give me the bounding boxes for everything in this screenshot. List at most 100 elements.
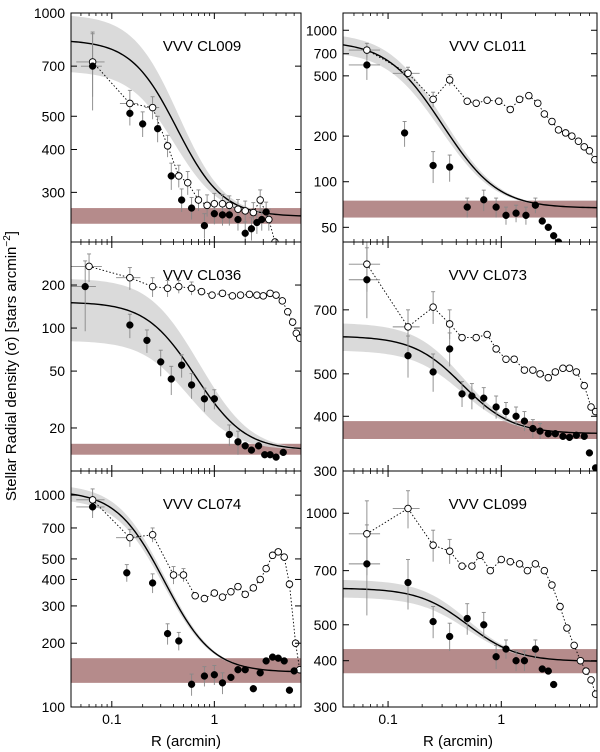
open-point xyxy=(126,533,134,542)
open-point xyxy=(472,333,480,342)
open-point xyxy=(561,129,570,137)
open-point xyxy=(265,215,273,224)
filled-point xyxy=(492,403,500,411)
open-point xyxy=(534,99,542,107)
open-point xyxy=(234,205,242,213)
open-point xyxy=(163,142,172,150)
open-point xyxy=(227,587,235,596)
open-point xyxy=(495,97,503,105)
open-point xyxy=(486,566,495,575)
open-point xyxy=(565,364,574,372)
open-point xyxy=(525,91,533,100)
y-tick-label: 500 xyxy=(42,108,66,124)
filled-point xyxy=(234,215,242,224)
panel-title: VVV CL011 xyxy=(449,38,526,55)
open-point xyxy=(175,282,183,291)
open-point xyxy=(295,334,301,342)
filled-point xyxy=(404,352,412,360)
filled-point xyxy=(446,632,454,641)
filled-point xyxy=(167,172,175,180)
open-point xyxy=(476,551,484,560)
open-point xyxy=(570,641,578,650)
open-point xyxy=(429,303,437,311)
fit-uncertainty-band xyxy=(343,579,597,662)
open-point xyxy=(253,291,261,299)
open-point xyxy=(587,403,595,411)
y-tick-label: 300 xyxy=(42,184,66,200)
y-tick-label: 50 xyxy=(49,363,65,379)
open-point xyxy=(520,366,529,374)
open-point xyxy=(259,292,268,300)
y-tick-label: 400 xyxy=(42,142,66,158)
filled-point xyxy=(550,232,558,240)
open-point xyxy=(288,318,297,326)
filled-point xyxy=(187,204,196,212)
filled-point xyxy=(544,223,552,231)
open-point xyxy=(591,690,597,698)
filled-point xyxy=(572,431,581,439)
y-tick-label: 500 xyxy=(314,68,338,84)
filled-point xyxy=(241,442,249,450)
open-point xyxy=(262,564,270,573)
fit-curve xyxy=(343,587,597,662)
panel-3: 20 50 100 200 VVV CL036 xyxy=(42,241,302,472)
filled-point xyxy=(463,203,471,211)
background-band xyxy=(343,649,597,674)
filled-point xyxy=(218,211,227,219)
open-point xyxy=(241,207,249,215)
y-tick-label: 300 xyxy=(42,598,66,614)
filled-point xyxy=(538,217,546,225)
open-point xyxy=(580,381,588,390)
panel-title: VVV CL036 xyxy=(163,267,241,284)
open-point xyxy=(218,289,227,298)
filled-point xyxy=(247,225,256,233)
panel-5: 0.1 1 100 200 300 400 500 700 1000 VVV CL074 xyxy=(34,470,302,727)
filled-point xyxy=(200,395,209,403)
plot-area xyxy=(71,253,301,461)
y-tick-label: 50 xyxy=(321,219,337,235)
filled-point xyxy=(400,129,409,137)
open-point xyxy=(556,602,564,611)
open-point xyxy=(572,368,581,376)
open-point xyxy=(587,676,595,684)
open-point xyxy=(483,330,491,339)
open-point xyxy=(492,345,500,353)
y-axis-label: Stellar Radial density (σ) [stars arcmin… xyxy=(2,231,20,501)
filled-point xyxy=(210,395,218,403)
filled-point xyxy=(480,196,488,204)
filled-point xyxy=(512,412,520,420)
open-point xyxy=(148,531,157,539)
open-point xyxy=(591,407,597,416)
filled-point xyxy=(262,657,270,665)
panel-4: 300 400 500 700 VVV CL073 xyxy=(314,241,598,479)
open-point xyxy=(540,110,549,118)
open-point xyxy=(88,496,97,504)
plot-area xyxy=(71,487,301,696)
y-tick-label: 700 xyxy=(314,46,338,62)
open-point xyxy=(274,548,283,556)
open-point xyxy=(510,355,518,363)
open-point xyxy=(208,291,216,299)
plot-area xyxy=(343,36,597,242)
open-point xyxy=(551,368,560,376)
y-tick-label: 500 xyxy=(42,551,66,567)
filled-point xyxy=(502,211,510,219)
open-point xyxy=(576,656,585,665)
filled-point xyxy=(148,579,157,587)
filled-point xyxy=(591,464,597,471)
plot-area xyxy=(343,242,597,471)
y-tick-label: 700 xyxy=(42,520,66,536)
open-point xyxy=(241,590,249,599)
filled-point xyxy=(258,215,266,224)
filled-point xyxy=(559,432,567,440)
filled-point xyxy=(492,653,500,661)
filled-point xyxy=(241,666,249,674)
y-tick-label: 700 xyxy=(314,302,338,318)
open-point xyxy=(544,373,553,382)
open-point xyxy=(285,580,294,588)
open-point xyxy=(468,562,476,570)
open-point xyxy=(445,320,454,328)
open-point xyxy=(536,370,544,378)
open-point xyxy=(554,126,563,134)
filled-point xyxy=(234,438,242,446)
